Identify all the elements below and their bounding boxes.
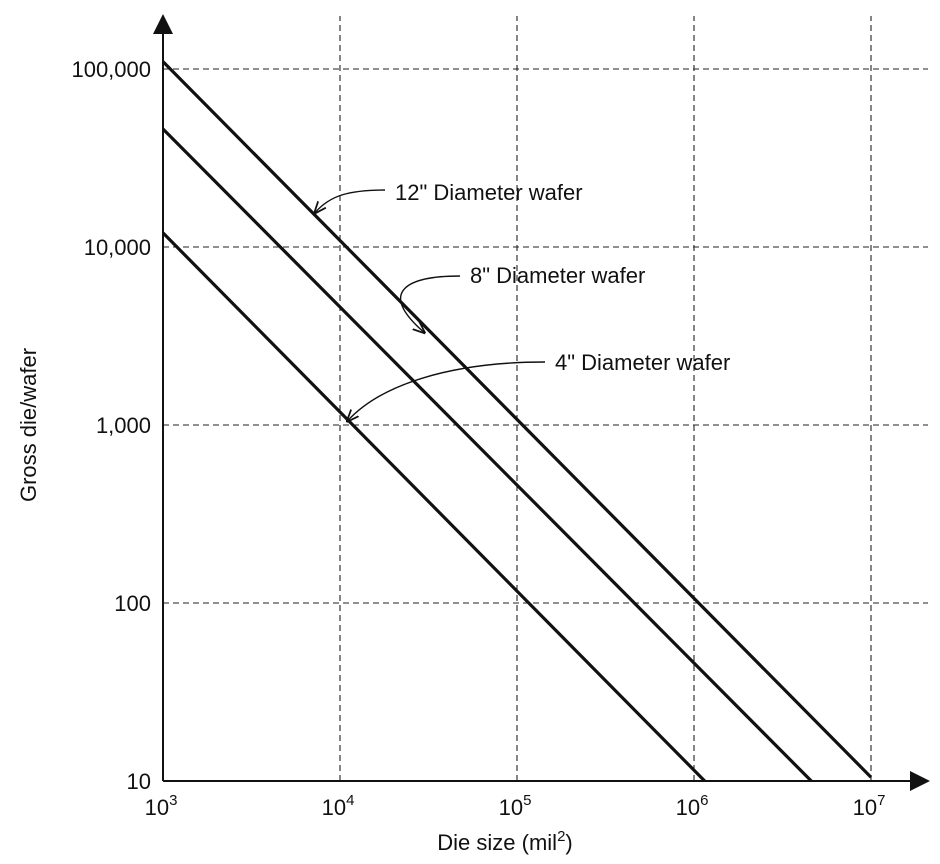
- series-labels: 12" Diameter wafer 8" Diameter wafer 4" Di…: [315, 180, 730, 421]
- x-tick-label: 106: [676, 792, 709, 820]
- y-tick-label: 100: [114, 591, 151, 616]
- y-tick-label: 10,000: [84, 235, 151, 260]
- x-axis-label: Die size (mil2): [437, 828, 572, 855]
- series-label-1: 8" Diameter wafer: [470, 263, 645, 288]
- grid: [163, 16, 928, 781]
- series-label-leader-1: [400, 275, 461, 333]
- x-tick-label: 107: [853, 792, 886, 820]
- series-line-0: [161, 60, 873, 779]
- x-tick-label: 104: [322, 792, 355, 820]
- tick-labels: 10 100 1,000 10,000 100,000 103 104 105 106 107: [71, 57, 885, 820]
- x-axis-label-close: ): [565, 830, 572, 855]
- y-tick-label: 10: [127, 769, 151, 794]
- series-label-leader-2: [347, 361, 546, 421]
- series-lines: [161, 60, 873, 783]
- series-label-leader-0: [315, 189, 386, 213]
- series-line-2: [161, 231, 706, 783]
- y-tick-label: 1,000: [96, 413, 151, 438]
- x-tick-label: 105: [499, 792, 532, 820]
- x-axis-label-text: Die size (mil: [437, 830, 557, 855]
- series-label-0: 12" Diameter wafer: [395, 180, 583, 205]
- x-axis-label-sup: 2: [557, 828, 565, 845]
- series-label-2: 4" Diameter wafer: [555, 350, 730, 375]
- x-tick-label: 103: [145, 792, 178, 820]
- y-axis-label: Gross die/wafer: [16, 348, 41, 502]
- y-tick-label: 100,000: [71, 57, 151, 82]
- series-line-1: [161, 127, 813, 783]
